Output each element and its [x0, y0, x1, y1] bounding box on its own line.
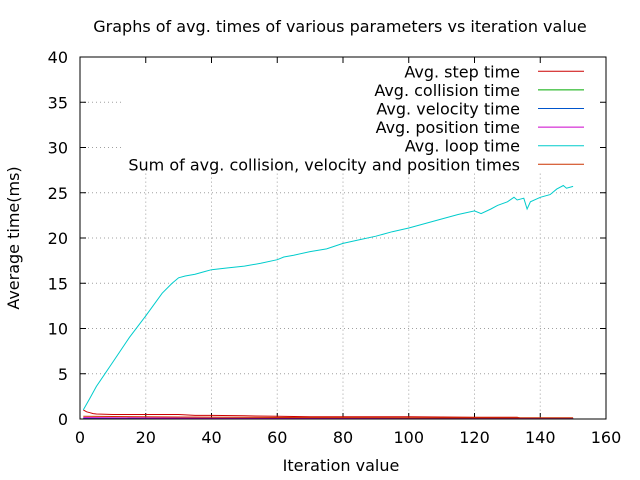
x-tick-label: 0 [75, 428, 85, 447]
x-tick-label: 20 [136, 428, 156, 447]
x-tick-label: 60 [267, 428, 287, 447]
y-tick-label: 30 [48, 139, 68, 158]
x-tick-label: 160 [591, 428, 622, 447]
x-tick-label: 40 [201, 428, 221, 447]
y-tick-label: 0 [58, 410, 68, 429]
legend-label: Avg. velocity time [376, 100, 520, 119]
plot-frame [79, 56, 607, 420]
legend-label: Avg. collision time [374, 81, 520, 100]
series-line-0 [83, 409, 574, 419]
y-tick-label: 10 [48, 320, 68, 339]
y-tick-label: 20 [48, 229, 68, 248]
series-line-5 [83, 415, 574, 419]
series-lines [82, 184, 574, 420]
legend-label: Avg. loop time [405, 137, 520, 156]
x-axis-label: Iteration value [283, 456, 400, 475]
series-line-4 [82, 184, 574, 411]
x-tick-label: 80 [333, 428, 353, 447]
y-tick-label: 35 [48, 93, 68, 112]
x-tick-label: 100 [393, 428, 424, 447]
x-tick-label: 120 [459, 428, 490, 447]
y-tick-label: 25 [48, 184, 68, 203]
legend-label: Sum of avg. collision, velocity and posi… [128, 155, 520, 174]
y-tick-label: 40 [48, 48, 68, 67]
x-tick-label: 140 [525, 428, 556, 447]
axis-ticks: 0 20 40 60 80 100 120 140 160 0 5 10 15 20 25 30 35 40 [48, 48, 622, 447]
grid [80, 101, 606, 419]
y-tick-label: 5 [58, 365, 68, 384]
legend-label: Avg. step time [404, 62, 520, 81]
y-tick-label: 15 [48, 274, 68, 293]
y-axis-label: Average time(ms) [4, 166, 23, 309]
legend-label: Avg. position time [376, 118, 520, 137]
chart-title: Graphs of avg. times of various paramete… [93, 17, 587, 36]
